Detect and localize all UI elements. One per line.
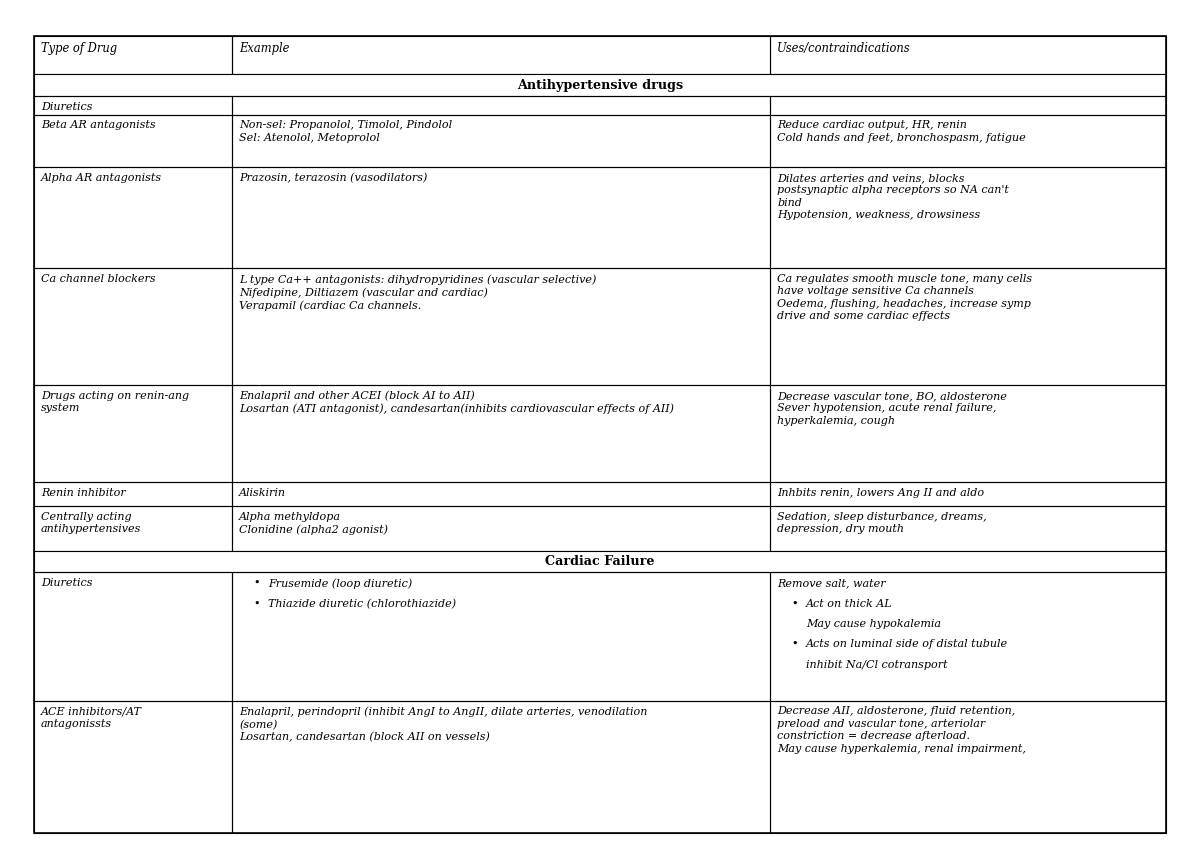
Text: Thiazide diuretic (chlorothiazide): Thiazide diuretic (chlorothiazide): [268, 599, 456, 609]
Bar: [34, 268, 232, 385]
Text: Non-sel: Propanolol, Timolol, Pindolol
Sel: Atenolol, Metoprolol: Non-sel: Propanolol, Timolol, Pindolol S…: [239, 120, 452, 142]
Text: Renin inhibitor: Renin inhibitor: [41, 488, 126, 498]
Bar: [232, 268, 770, 385]
Text: Drugs acting on renin-ang
system: Drugs acting on renin-ang system: [41, 391, 188, 413]
Text: Remove salt, water: Remove salt, water: [778, 578, 886, 589]
Bar: [232, 36, 770, 75]
Text: Alpha methyldopa
Clonidine (alpha2 agonist): Alpha methyldopa Clonidine (alpha2 agoni…: [239, 512, 388, 535]
Text: Act on thick AL: Act on thick AL: [806, 599, 893, 609]
Bar: [34, 551, 1166, 572]
Bar: [34, 506, 232, 551]
Text: •: •: [792, 599, 798, 609]
Bar: [770, 114, 1166, 167]
Bar: [770, 167, 1166, 268]
Text: Prazosin, terazosin (vasodilators): Prazosin, terazosin (vasodilators): [239, 173, 427, 183]
Text: Inhbits renin, lowers Ang II and aldo: Inhbits renin, lowers Ang II and aldo: [778, 488, 984, 498]
Text: •: •: [253, 599, 260, 609]
Text: Centrally acting
antihypertensives: Centrally acting antihypertensives: [41, 512, 142, 534]
Text: Enalapril, perindopril (inhibit AngI to AngII, dilate arteries, venodilation
(so: Enalapril, perindopril (inhibit AngI to …: [239, 706, 648, 743]
Text: Uses/contraindications: Uses/contraindications: [778, 42, 911, 54]
Bar: [34, 385, 232, 482]
Text: •: •: [792, 639, 798, 650]
Bar: [232, 385, 770, 482]
Bar: [232, 506, 770, 551]
Bar: [770, 385, 1166, 482]
Text: Aliskirin: Aliskirin: [239, 488, 286, 498]
Text: Diuretics: Diuretics: [41, 102, 92, 112]
Bar: [34, 114, 232, 167]
Bar: [770, 268, 1166, 385]
Bar: [34, 96, 232, 114]
Bar: [34, 167, 232, 268]
Bar: [770, 506, 1166, 551]
Text: Antihypertensive drugs: Antihypertensive drugs: [517, 79, 683, 92]
Text: Ca regulates smooth muscle tone, many cells
have voltage sensitive Ca channels
O: Ca regulates smooth muscle tone, many ce…: [778, 274, 1032, 321]
Text: Ca channel blockers: Ca channel blockers: [41, 274, 156, 284]
Text: inhibit Na/Cl cotransport: inhibit Na/Cl cotransport: [806, 660, 948, 670]
Text: L type Ca++ antagonists: dihydropyridines (vascular selective)
Nifedipine, Dilti: L type Ca++ antagonists: dihydropyridine…: [239, 274, 596, 311]
Text: Frusemide (loop diuretic): Frusemide (loop diuretic): [268, 578, 412, 589]
Bar: [770, 482, 1166, 506]
Bar: [232, 167, 770, 268]
Text: Enalapril and other ACEI (block AI to AII)
Losartan (ATI antagonist), candesarta: Enalapril and other ACEI (block AI to AI…: [239, 391, 674, 415]
Bar: [232, 700, 770, 833]
Text: ACE inhibitors/AT
antagonissts: ACE inhibitors/AT antagonissts: [41, 706, 142, 729]
Bar: [770, 96, 1166, 114]
Bar: [34, 75, 1166, 96]
Bar: [232, 482, 770, 506]
Text: May cause hypokalemia: May cause hypokalemia: [806, 619, 941, 629]
Bar: [232, 572, 770, 700]
Text: Dilates arteries and veins, blocks
postsynaptic alpha receptors so NA can't
bind: Dilates arteries and veins, blocks posts…: [778, 173, 1009, 220]
Bar: [770, 36, 1166, 75]
Text: Reduce cardiac output, HR, renin
Cold hands and feet, bronchospasm, fatigue: Reduce cardiac output, HR, renin Cold ha…: [778, 120, 1026, 142]
Text: Acts on luminal side of distal tubule: Acts on luminal side of distal tubule: [806, 639, 1008, 650]
Text: •: •: [253, 578, 260, 589]
Bar: [34, 700, 232, 833]
Bar: [770, 572, 1166, 700]
Text: Beta AR antagonists: Beta AR antagonists: [41, 120, 156, 131]
Bar: [232, 96, 770, 114]
Bar: [232, 114, 770, 167]
Text: Alpha AR antagonists: Alpha AR antagonists: [41, 173, 162, 183]
Text: Sedation, sleep disturbance, dreams,
depression, dry mouth: Sedation, sleep disturbance, dreams, dep…: [778, 512, 986, 534]
Text: Example: Example: [239, 42, 289, 54]
Text: Type of Drug: Type of Drug: [41, 42, 116, 54]
Bar: [34, 572, 232, 700]
Text: Decrease AII, aldosterone, fluid retention,
preload and vascular tone, arteriola: Decrease AII, aldosterone, fluid retenti…: [778, 706, 1026, 754]
Text: Decrease vascular tone, BO, aldosterone
Sever hypotension, acute renal failure,
: Decrease vascular tone, BO, aldosterone …: [778, 391, 1007, 426]
Bar: [770, 700, 1166, 833]
Bar: [34, 36, 232, 75]
Text: Diuretics: Diuretics: [41, 578, 92, 589]
Text: Cardiac Failure: Cardiac Failure: [545, 555, 655, 568]
Bar: [34, 482, 232, 506]
